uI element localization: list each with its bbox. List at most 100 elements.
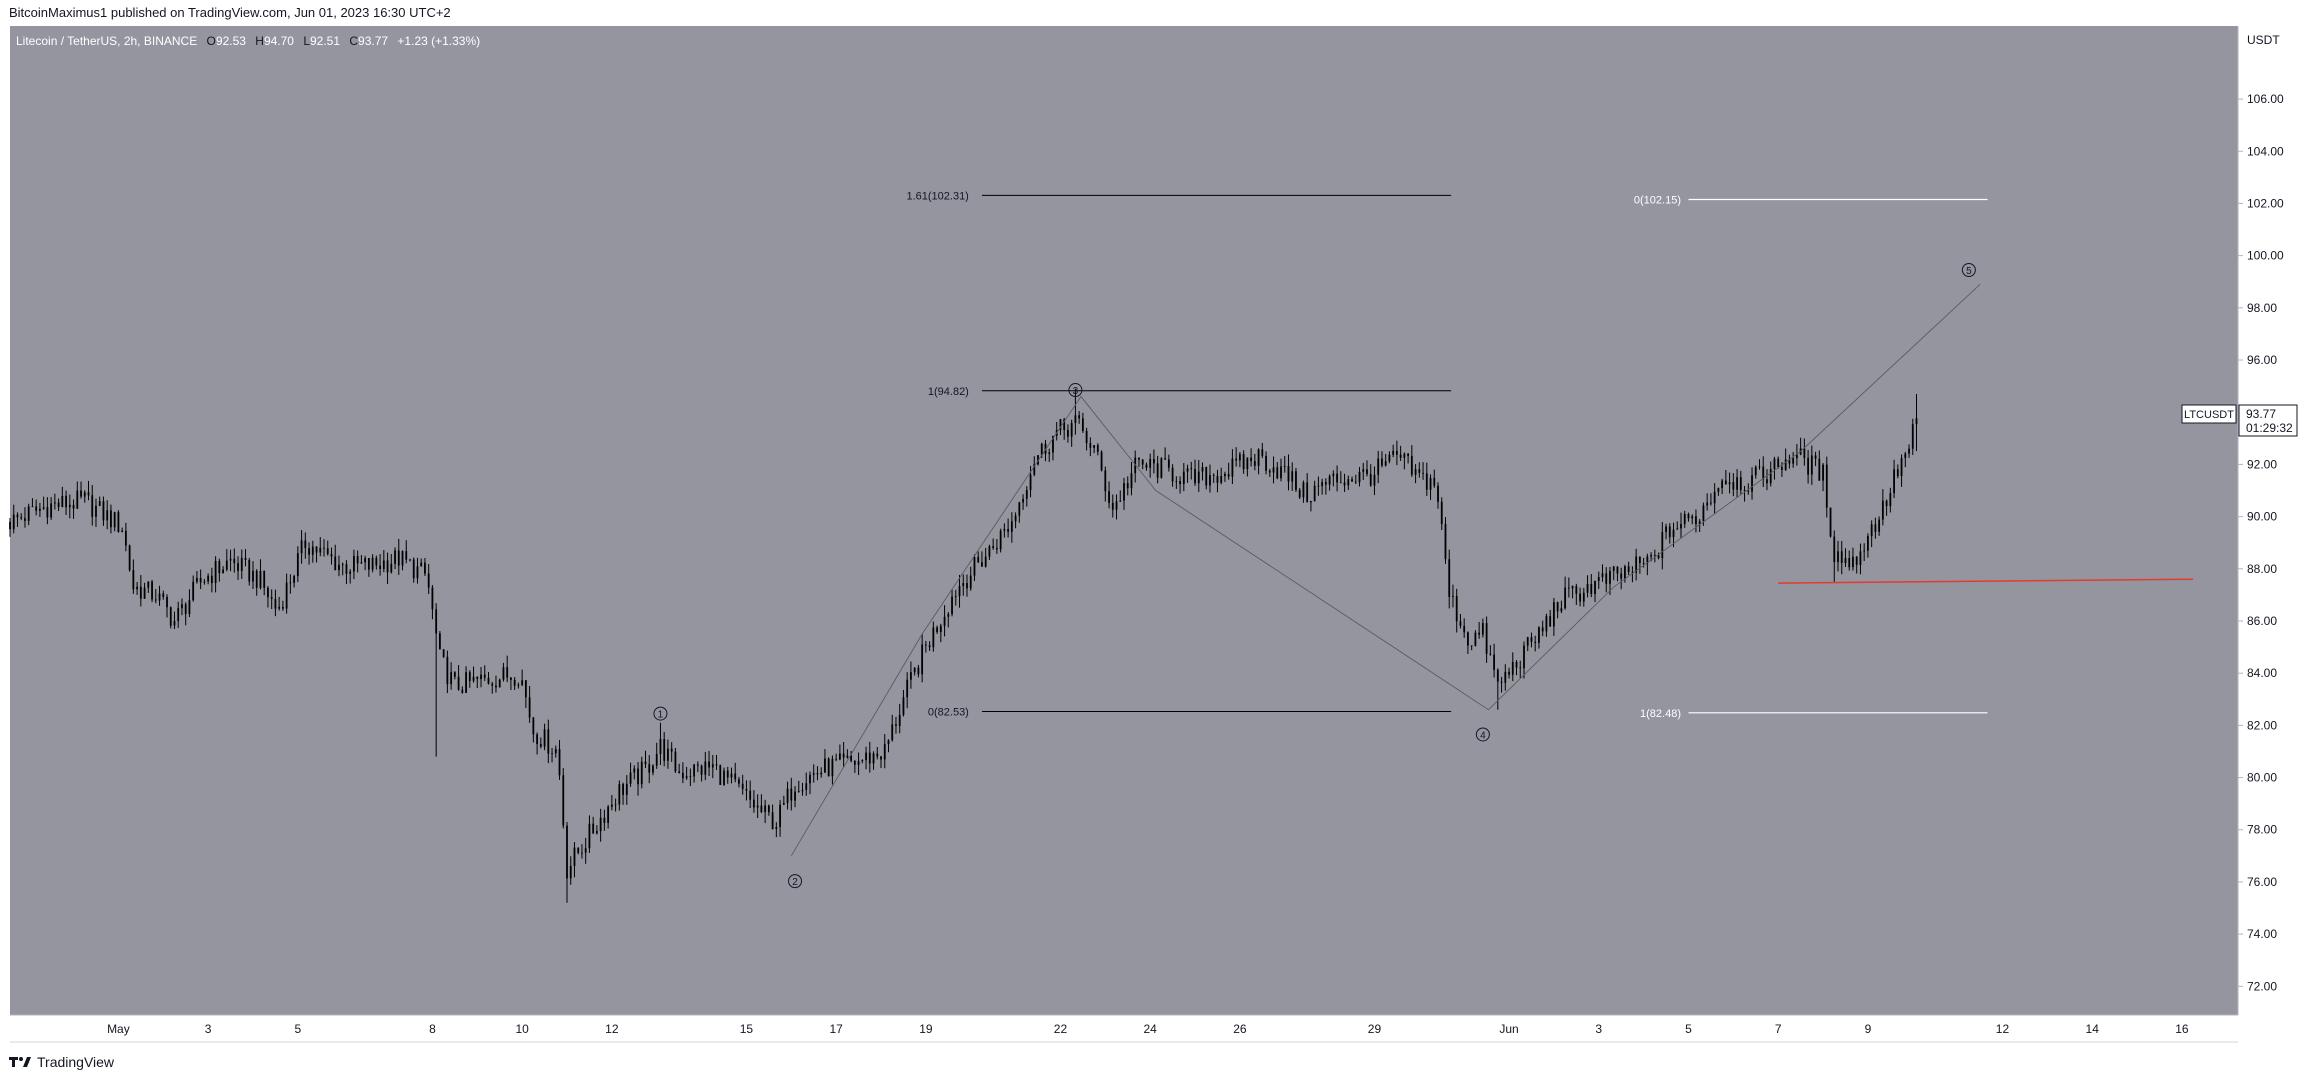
candle-body (895, 724, 897, 726)
candle-body (502, 667, 505, 680)
candle-body (1313, 485, 1316, 501)
candle-body (1736, 477, 1738, 490)
time-tick-label: 9 (1865, 1022, 1872, 1036)
candle-series (9, 388, 1918, 903)
candle-body (1164, 458, 1167, 460)
symbol-tag-text: LTCUSDT (2184, 409, 2234, 421)
candle-body (1519, 667, 1522, 669)
candle-body (771, 812, 774, 829)
candle-body (622, 784, 624, 795)
candle-body (136, 586, 139, 590)
candle-body (775, 827, 778, 829)
candle-body (973, 556, 976, 576)
candle-body (139, 586, 142, 599)
candle-body (1597, 577, 1600, 582)
candle-body (334, 556, 337, 571)
candle-body (412, 559, 415, 579)
symbol-tag: LTCUSDT (2181, 404, 2237, 424)
candle-body (158, 593, 161, 601)
candle-body (184, 604, 187, 614)
candle-body (573, 847, 576, 866)
candle-body (65, 495, 67, 508)
candle-body (809, 774, 811, 784)
candle-body (1683, 513, 1686, 525)
candle-body (1915, 418, 1918, 425)
candle-body (95, 505, 97, 517)
price-tick-label: 80.00 (2247, 771, 2277, 785)
candle-body (1422, 472, 1424, 474)
candle-body (984, 556, 987, 567)
candle-body (924, 644, 927, 646)
price-tick-label: 96.00 (2247, 353, 2277, 367)
candle-body (1474, 632, 1477, 646)
candle-body (1467, 632, 1469, 646)
candle-body (188, 600, 191, 614)
price-tick-label: 84.00 (2247, 666, 2277, 680)
candle-body (640, 761, 643, 785)
candle-body (1747, 490, 1750, 492)
candle-body (349, 571, 352, 574)
wave-label: 1 (658, 710, 664, 721)
candle-body (1728, 482, 1731, 485)
candle-body (1448, 559, 1451, 597)
candle-body (1511, 662, 1514, 675)
candle-body (1538, 627, 1540, 643)
candle-body (524, 680, 527, 698)
candle-body (782, 803, 785, 805)
candle-body (1324, 482, 1327, 485)
candle-body (244, 557, 247, 560)
candle-body (1896, 469, 1899, 477)
candle-body (528, 697, 531, 718)
candle-body (491, 683, 494, 686)
candle-body (876, 753, 879, 757)
price-axis-pane[interactable] (2238, 26, 2314, 1015)
price-tick-label: 82.00 (2247, 718, 2277, 732)
legend-open-label: O (206, 34, 216, 48)
candle-body (461, 689, 464, 693)
candle-body (270, 597, 273, 599)
candle-body (767, 805, 770, 813)
candle-body (495, 685, 497, 688)
candle-body (655, 754, 658, 766)
candle-body (252, 570, 254, 582)
candle-body (304, 540, 307, 549)
candle-body (1627, 566, 1630, 572)
candle-body (110, 510, 112, 528)
candle-body (992, 546, 995, 549)
time-tick-label: 10 (515, 1022, 529, 1036)
candle-body (562, 775, 565, 826)
candle-body (1863, 550, 1866, 552)
candle-body (1253, 461, 1256, 466)
candle-body (457, 676, 460, 690)
candle-body (1070, 423, 1073, 437)
chart-pane[interactable] (10, 26, 2238, 1015)
candle-body (1179, 480, 1181, 485)
candle-body (1870, 524, 1873, 537)
candle-body (1878, 519, 1881, 532)
candle-body (1900, 458, 1903, 477)
candle-body (629, 772, 632, 784)
price-tick-label: 76.00 (2247, 875, 2277, 889)
candle-body (868, 752, 871, 764)
time-axis-pane[interactable] (10, 1015, 2314, 1042)
candle-body (539, 743, 542, 747)
candle-body (1601, 573, 1604, 578)
candle-body (1732, 482, 1735, 490)
candle-body (1418, 469, 1421, 473)
candle-body (1224, 473, 1226, 477)
candle-body (173, 621, 176, 626)
candle-body (1541, 627, 1544, 632)
candle-body (233, 558, 236, 564)
candle-body (1339, 482, 1342, 484)
candle-body (210, 575, 213, 584)
candle-body (618, 784, 621, 805)
time-tick-label: 12 (1996, 1022, 2010, 1036)
candle-body (1743, 489, 1746, 491)
candle-body (278, 606, 281, 609)
candle-body (61, 495, 64, 507)
price-tick-label: 88.00 (2247, 562, 2277, 576)
candle-body (319, 547, 322, 553)
candle-body (1810, 455, 1813, 475)
symbol-legend: Litecoin / TetherUS, 2h, BINANCE O92.53 … (16, 34, 480, 48)
